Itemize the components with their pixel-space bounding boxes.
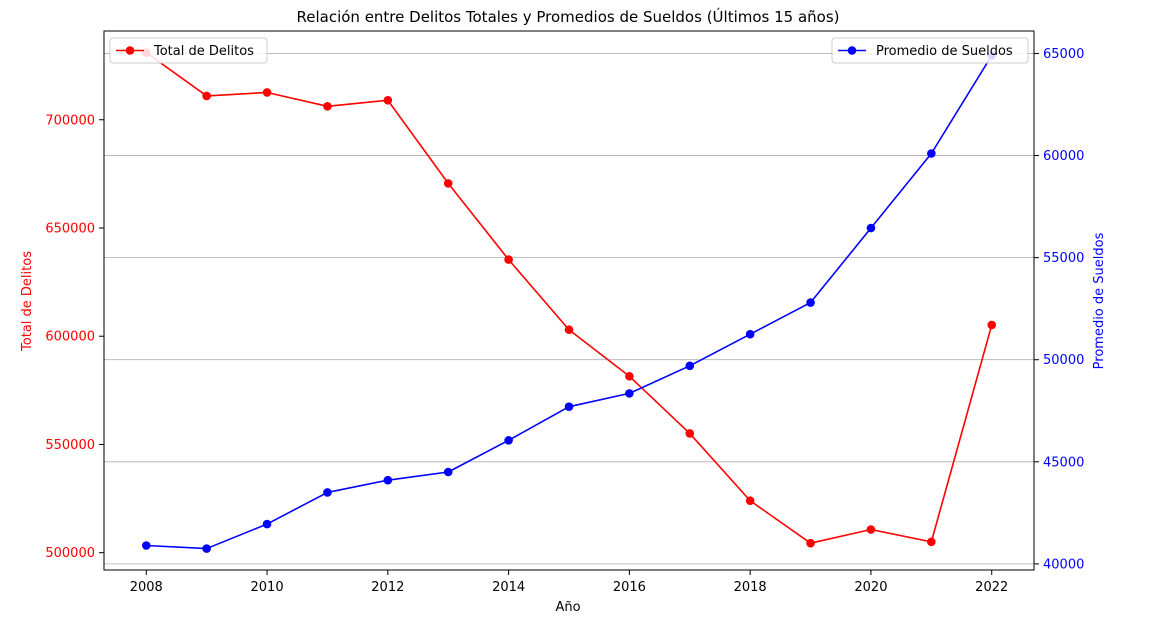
- data-point: [625, 371, 634, 381]
- x-tick-label: 2012: [371, 580, 404, 595]
- data-point: [625, 389, 634, 398]
- data-point: [564, 402, 574, 411]
- data-point: [866, 223, 876, 233]
- legend-marker: [847, 46, 857, 55]
- data-point: [987, 320, 997, 330]
- legend-frame: [831, 37, 1029, 64]
- data-point: [262, 88, 272, 97]
- y-left-tick-label: 600000: [45, 330, 95, 345]
- x-tick-label: 2008: [130, 580, 163, 595]
- data-point: [927, 149, 936, 158]
- legend-layer: Total de Delitos Promedio de Sueldos: [109, 37, 1029, 64]
- y-right-tick-label: 65000: [1043, 47, 1084, 62]
- y-right-tick-label: 40000: [1043, 557, 1084, 572]
- x-tick-label: 2014: [492, 580, 525, 595]
- y-right-tick-label: 60000: [1043, 149, 1084, 164]
- y-left-tick-label: 650000: [45, 221, 95, 236]
- legend-0: Total de Delitos: [109, 37, 268, 64]
- data-point: [443, 179, 453, 188]
- y-axis-left-title: Total de Delitos: [20, 251, 35, 352]
- x-tick-label: 2020: [854, 580, 887, 595]
- data-point: [806, 298, 815, 307]
- data-point: [745, 496, 755, 506]
- data-point: [685, 361, 695, 371]
- data-point: [323, 102, 332, 111]
- x-axis-title: Año: [555, 600, 580, 615]
- series-layer: [141, 48, 997, 553]
- data-point: [202, 91, 211, 101]
- plot-frame: [103, 30, 1035, 571]
- y-left-tick-label: 700000: [45, 113, 95, 128]
- y-right-tick-label: 50000: [1043, 353, 1084, 368]
- y-right-tick-label: 45000: [1043, 455, 1084, 470]
- data-point: [927, 537, 936, 547]
- data-point: [504, 255, 513, 264]
- legend-marker: [125, 46, 135, 55]
- chart-title: Relación entre Delitos Totales y Promedi…: [296, 7, 839, 26]
- data-point: [685, 429, 695, 438]
- data-point: [383, 475, 393, 485]
- data-point: [262, 519, 272, 529]
- legend-label: Promedio de Sueldos: [876, 44, 1013, 59]
- data-point: [745, 329, 755, 339]
- y-left-tick-label: 550000: [45, 438, 95, 453]
- x-tick-label: 2022: [975, 580, 1008, 595]
- data-point: [323, 488, 332, 497]
- x-tick-label: 2010: [251, 580, 284, 595]
- y-left-tick-label: 500000: [45, 546, 95, 561]
- legend-label: Total de Delitos: [153, 44, 254, 59]
- data-point: [806, 538, 815, 548]
- data-point: [866, 525, 876, 534]
- data-point: [383, 95, 393, 105]
- gridlines: [104, 53, 1034, 565]
- y-right-tick-label: 55000: [1043, 251, 1084, 266]
- data-point: [443, 467, 453, 477]
- data-point: [141, 541, 151, 550]
- x-tick-label: 2016: [613, 580, 646, 595]
- series-line-0: [145, 51, 993, 544]
- y-axis-right-title: Promedio de Sueldos: [1092, 232, 1107, 369]
- data-point: [504, 436, 513, 445]
- data-point: [202, 544, 211, 553]
- axes-layer: 2008 2010 2012 2014 2016 2018 2020 2022 500000 55…: [45, 30, 1084, 595]
- legend-1: Promedio de Sueldos: [831, 37, 1029, 64]
- series-line-1: [146, 55, 993, 550]
- x-tick-label: 2018: [734, 580, 767, 595]
- data-point: [564, 325, 574, 335]
- legend-frame: [109, 37, 268, 64]
